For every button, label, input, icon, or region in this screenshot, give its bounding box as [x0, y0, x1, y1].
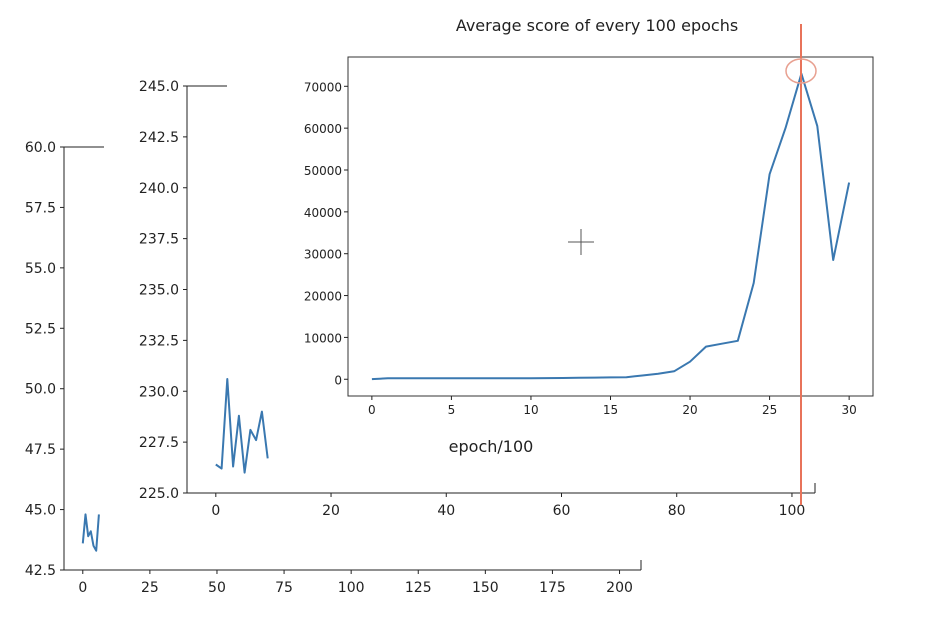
x-tick-label: 150 — [472, 580, 499, 596]
x-tick-label: 25 — [762, 403, 777, 417]
y-tick-label: 0 — [334, 373, 342, 387]
x-tick-label: 100 — [779, 503, 806, 519]
x-tick-label: 15 — [603, 403, 618, 417]
y-tick-label: 42.5 — [25, 563, 56, 579]
y-tick-label: 240.0 — [139, 181, 179, 197]
y-tick-label: 47.5 — [25, 442, 56, 458]
plot-area — [348, 57, 873, 396]
y-tick-label: 237.5 — [139, 232, 179, 248]
x-tick-label: 20 — [322, 503, 340, 519]
series-line — [81, 513, 100, 552]
x-tick-label: 75 — [275, 580, 293, 596]
x-tick-label: 80 — [668, 503, 686, 519]
y-tick-label: 40000 — [304, 206, 342, 220]
y-tick-label: 45.0 — [25, 503, 56, 519]
x-tick-label: 175 — [539, 580, 566, 596]
x-tick-label: 50 — [208, 580, 226, 596]
x-tick-label: 20 — [682, 403, 697, 417]
y-tick-label: 20000 — [304, 290, 342, 304]
y-tick-label: 70000 — [304, 80, 342, 94]
y-tick-label: 227.5 — [139, 435, 179, 451]
x-tick-label: 0 — [211, 503, 220, 519]
x-tick-label: 125 — [405, 580, 432, 596]
series-line — [371, 72, 851, 381]
y-tick-label: 242.5 — [139, 130, 179, 146]
y-tick-label: 10000 — [304, 331, 342, 345]
x-tick-label: 60 — [553, 503, 571, 519]
front-chart: 0 10000 20000 30000 40000 50000 60000 70000 0 5 10… — [304, 16, 874, 456]
y-tick-label: 230.0 — [139, 384, 179, 400]
x-tick-label: 100 — [338, 580, 365, 596]
y-tick-label: 235.0 — [139, 283, 179, 299]
x-tick-label: 0 — [368, 403, 376, 417]
y-tick-label: 245.0 — [139, 79, 179, 95]
x-tick-label: 30 — [841, 403, 856, 417]
y-tick-label: 30000 — [304, 248, 342, 262]
x-tick-label: 0 — [78, 580, 87, 596]
x-tick-label: 40 — [437, 503, 455, 519]
x-tick-label: 200 — [606, 580, 633, 596]
x-tick-label: 5 — [448, 403, 456, 417]
y-tick-label: 52.5 — [25, 321, 56, 337]
peak-circle-marker — [785, 58, 817, 84]
x-tick-label: 25 — [141, 580, 159, 596]
chart-title: Average score of every 100 epochs — [456, 16, 738, 35]
series-line — [215, 378, 269, 474]
x-axis-label: epoch/100 — [449, 437, 534, 456]
x-tick-label: 10 — [523, 403, 538, 417]
y-tick-label: 60.0 — [25, 140, 56, 156]
y-tick-label: 232.5 — [139, 333, 179, 349]
y-tick-label: 55.0 — [25, 261, 56, 277]
y-tick-label: 225.0 — [139, 486, 179, 502]
y-tick-label: 50000 — [304, 164, 342, 178]
annotation-overlays — [568, 24, 817, 505]
y-tick-label: 57.5 — [25, 200, 56, 216]
y-tick-label: 60000 — [304, 122, 342, 136]
y-tick-label: 50.0 — [25, 382, 56, 398]
